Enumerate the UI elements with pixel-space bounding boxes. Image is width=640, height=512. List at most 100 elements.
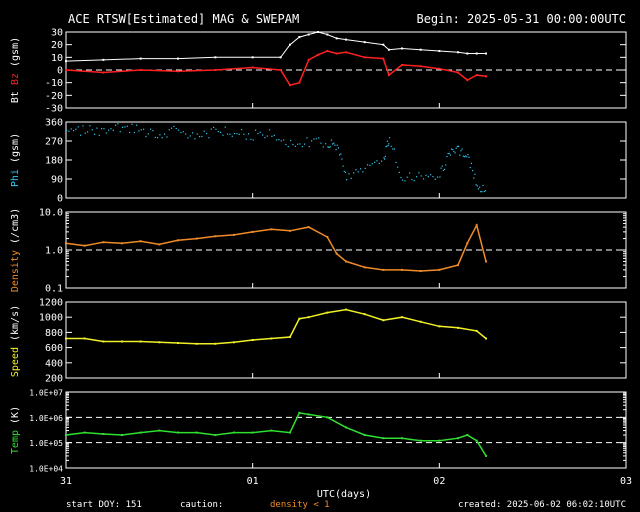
phi-point [208, 137, 210, 139]
bz-point [466, 79, 469, 82]
phi-point [350, 177, 352, 179]
phi-point [136, 124, 138, 126]
phi-point [402, 179, 404, 181]
phi-point [465, 155, 467, 157]
phi-point [374, 161, 376, 163]
caution-label: caution: [180, 500, 223, 510]
phi-point [108, 129, 110, 131]
temp-point [102, 432, 105, 435]
x-tick-label: 03 [620, 476, 632, 487]
panel-frame [65, 301, 627, 379]
phi-point [371, 163, 373, 165]
phi-point [222, 134, 224, 136]
phi-point [311, 140, 313, 142]
phi-point [360, 168, 362, 170]
bz-point [457, 71, 459, 74]
bz-point [475, 74, 478, 77]
phi-point [199, 136, 201, 138]
phi-point [138, 130, 140, 132]
phi-point [411, 178, 413, 181]
temp-point [251, 431, 254, 434]
density-point [326, 235, 329, 238]
phi-point [201, 135, 203, 138]
bz-point [345, 51, 347, 54]
bt-point [485, 52, 487, 55]
density-point [195, 237, 198, 240]
x-axis: 31 01 02 03 [60, 476, 632, 487]
phi-point [294, 145, 296, 147]
y-tick-label: 10 [51, 53, 63, 64]
phi-point [364, 167, 366, 169]
phi-point [423, 178, 425, 180]
phi-point [234, 132, 236, 135]
mag-units: (gsm) [10, 37, 21, 67]
density-caution-note: density < 1 [270, 500, 330, 510]
phi-point [217, 130, 219, 133]
phi-point [384, 155, 386, 158]
bt-point [335, 37, 338, 40]
phi-point [392, 148, 394, 150]
phi-point [332, 143, 334, 145]
phi-point [454, 152, 456, 154]
temp-ylabel: Temp (K) [10, 406, 21, 454]
density-point [270, 228, 273, 231]
bt-point [177, 57, 179, 60]
phi-point [393, 148, 396, 150]
phi-point [180, 131, 182, 134]
phi-point [236, 133, 238, 135]
phi-point [280, 140, 282, 142]
phi-point [484, 190, 487, 192]
density-point [65, 242, 67, 245]
temp-point [401, 437, 403, 440]
phi-point [115, 124, 117, 126]
density-point [475, 224, 478, 227]
density-point [485, 260, 487, 263]
phi-point [336, 144, 338, 146]
bt-point [363, 41, 366, 44]
bt-point [387, 48, 390, 51]
temp-point [158, 429, 161, 432]
phi-point [447, 152, 449, 155]
bt-point [326, 33, 329, 36]
phi-point [400, 176, 402, 179]
bz-point [419, 65, 422, 68]
bz-point [335, 52, 338, 55]
phi-point [194, 138, 196, 140]
phi-point [320, 142, 322, 144]
bz-point [363, 56, 366, 59]
bz-point [326, 50, 329, 52]
phi-point [227, 133, 229, 135]
temp-point [289, 431, 291, 434]
phi-point [96, 127, 98, 129]
phi-point [460, 150, 462, 152]
phi-point [283, 139, 285, 141]
x-tick-label: 01 [247, 476, 259, 487]
bz-point [214, 69, 217, 71]
phi-point [344, 171, 347, 173]
phi-point [178, 129, 180, 131]
phi-point [325, 143, 327, 145]
phi-point [376, 160, 378, 162]
start-doy: start DOY: 151 [66, 500, 142, 510]
phi-point [276, 139, 278, 141]
density-point [466, 242, 469, 245]
phi-point [103, 128, 105, 130]
phi-point [213, 126, 215, 129]
bz-point [102, 71, 105, 74]
phi-point [476, 185, 478, 187]
y-tick-label: 0 [57, 194, 63, 205]
bt-point [438, 50, 441, 52]
bt-point [345, 38, 347, 41]
phi-point [472, 170, 474, 172]
speed-point [121, 340, 123, 343]
bz-point [485, 75, 487, 78]
bz-point [438, 67, 441, 70]
y-tick-label: 20 [51, 40, 63, 51]
phi-point [395, 161, 397, 164]
phi-point [157, 137, 159, 139]
phi-point [98, 134, 100, 136]
speed-point [307, 316, 310, 319]
phi-point [448, 152, 450, 155]
speed-point [251, 339, 254, 341]
